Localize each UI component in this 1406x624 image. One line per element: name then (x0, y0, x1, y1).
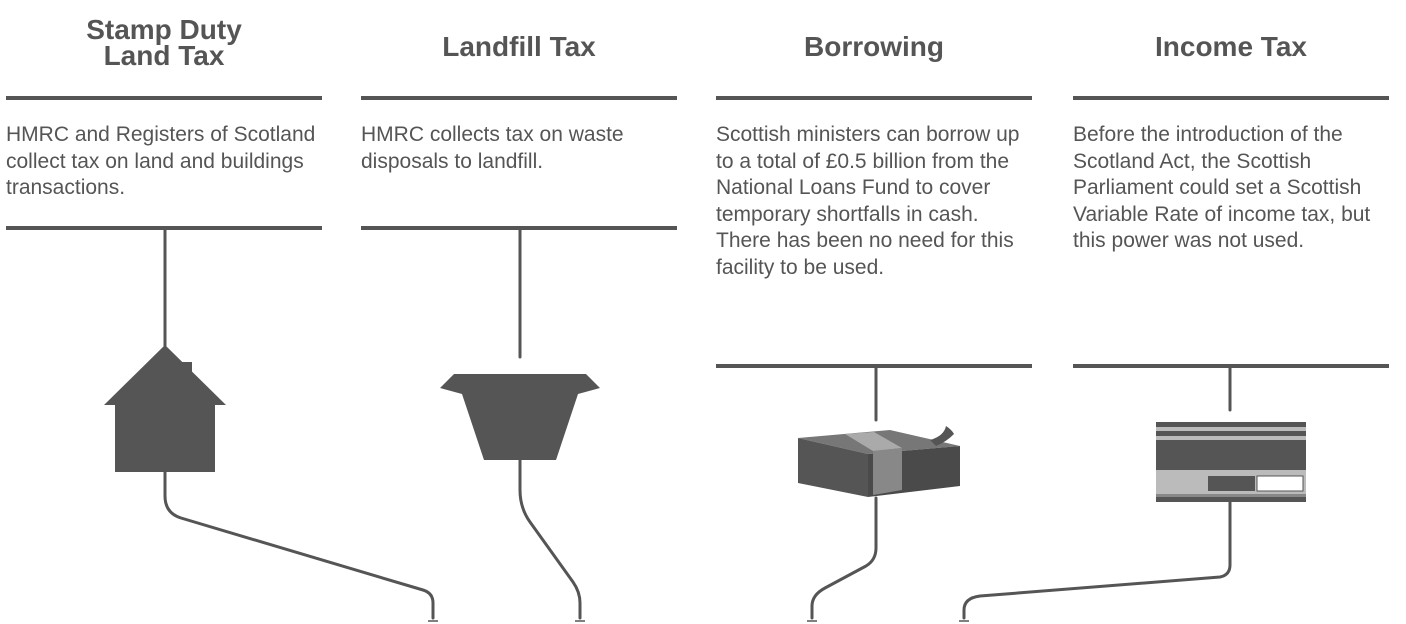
column-description: Before the introduction of the Scotland … (1073, 123, 1371, 252)
column-title: Borrowing (804, 31, 944, 62)
connector-line (810, 496, 878, 620)
top-rule (716, 96, 1032, 100)
cash-bundle-icon (798, 426, 960, 497)
skip-icon (440, 374, 600, 460)
connector-line (163, 470, 435, 620)
house-icon (104, 345, 226, 472)
top-rule (6, 96, 322, 100)
top-rule (1073, 96, 1389, 100)
column-description: HMRC collects tax on waste disposals to … (361, 123, 624, 173)
bottom-rule (716, 364, 1032, 368)
column-title: Landfill Tax (442, 31, 596, 62)
payslip-icon (1156, 422, 1306, 502)
column-title: Income Tax (1155, 31, 1307, 62)
column-title: Stamp Duty Land Tax (86, 14, 242, 71)
connector-line (518, 458, 582, 620)
column-description: Scottish ministers can borrow up to a to… (716, 123, 1020, 279)
top-rule (361, 96, 677, 100)
connector-line (962, 500, 1232, 620)
column-description: HMRC and Registers of Scotland collect t… (6, 123, 316, 199)
